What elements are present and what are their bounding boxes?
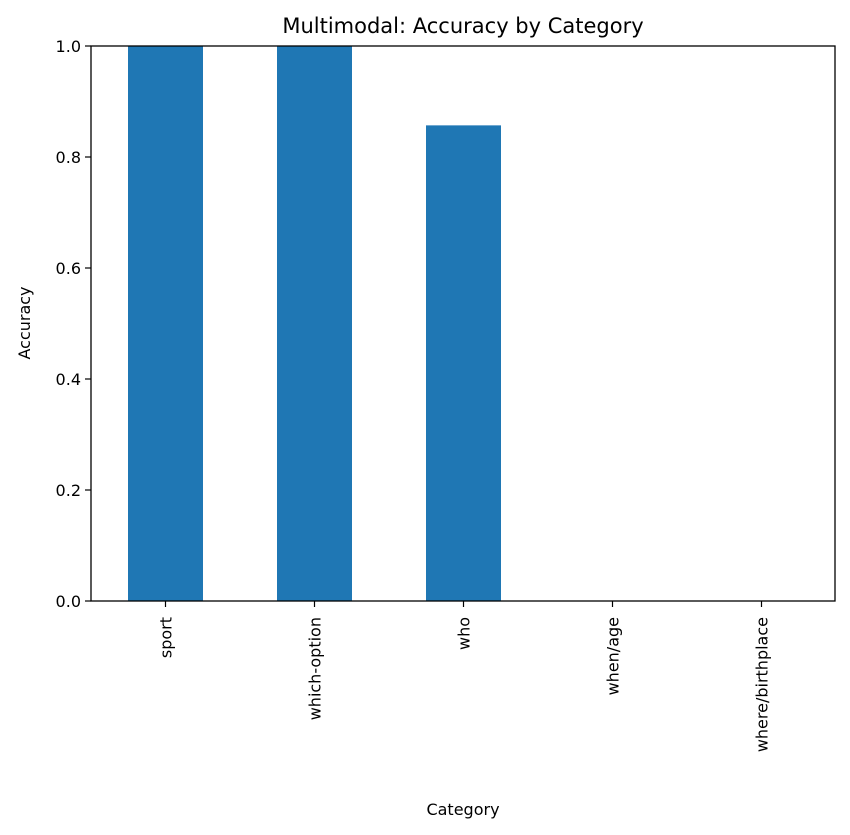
y-tick-label: 0.8 [56,148,81,167]
chart-title: Multimodal: Accuracy by Category [282,14,643,38]
bars-group [128,46,501,602]
y-tick-label: 0.4 [56,370,81,389]
y-axis: 0.0 0.2 0.4 0.6 0.8 1.0 [56,37,91,611]
y-tick-label: 0.2 [56,481,81,500]
y-tick-label: 1.0 [56,37,81,56]
y-tick-label: 0.0 [56,592,81,611]
y-axis-label: Accuracy [15,286,34,359]
x-axis-label: Category [426,800,499,819]
plot-frame [90,45,836,602]
bar-sport [128,46,203,601]
x-tick-label: sport [157,617,176,658]
x-tick-label: which-option [306,617,325,720]
x-tick-label: who [455,617,474,650]
x-tick-label: when/age [604,617,623,695]
bar-who [426,125,501,602]
bar-which-option [277,46,352,601]
y-tick-label: 0.6 [56,259,81,278]
x-tick-label: where/birthplace [753,617,772,752]
x-axis: sport which-option who when/age where/birthp… [157,601,772,752]
